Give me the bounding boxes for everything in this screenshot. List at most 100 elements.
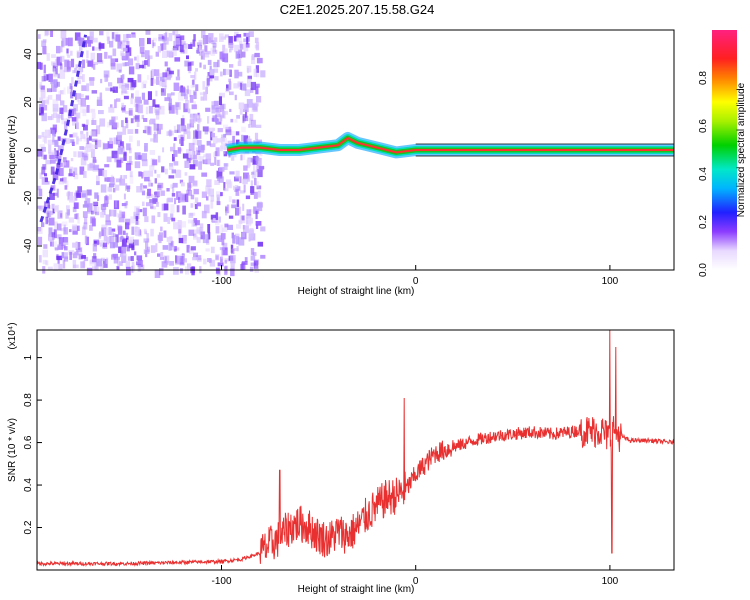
spectrogram-cell (109, 209, 114, 217)
spectrogram-cell (191, 220, 194, 227)
spectrogram-cell (229, 108, 232, 112)
spectrogram-cell (206, 179, 212, 187)
spectrogram-cell (235, 233, 240, 239)
spectrogram-cell (216, 194, 220, 203)
spectrogram-cell (255, 65, 259, 73)
spectrogram-cell (226, 183, 232, 188)
spectrogram-x-label: Height of straight line (km) (298, 286, 415, 297)
spectrogram-cell (225, 209, 228, 216)
spectrogram-cell (131, 80, 137, 88)
spectrogram-cell (169, 163, 173, 167)
spectrogram-cell (136, 255, 143, 261)
spectrogram-cell (103, 70, 110, 78)
spectrogram-cell (53, 263, 58, 271)
spectrogram-cell (234, 94, 237, 101)
spectrogram-cell (214, 180, 220, 185)
spectrogram-cell (173, 246, 177, 251)
spectrogram-cell (210, 47, 215, 56)
spectrogram-cell (236, 206, 242, 215)
spectrogram-cell (151, 39, 154, 49)
spectrogram-cell (71, 139, 75, 146)
y-tick-label: 40 (23, 48, 34, 60)
spectrogram-cell (223, 163, 229, 167)
spectrogram-cell (162, 50, 168, 58)
spectrogram-cell (53, 192, 58, 196)
spectrogram-cell (84, 198, 91, 207)
spectrogram-cell (188, 44, 193, 49)
spectrogram-cell (177, 92, 184, 101)
spectrogram-cell (39, 172, 43, 180)
spectrogram-cell (107, 141, 113, 148)
spectrogram-cell (238, 71, 243, 77)
spectrogram-cell (196, 202, 201, 207)
spectrogram-cell (116, 266, 120, 271)
spectrogram-cell (127, 77, 134, 83)
spectrogram-cell (69, 134, 74, 138)
spectrogram-cell (77, 36, 82, 44)
spectrogram-cell (119, 261, 123, 266)
spectrogram-cell (250, 248, 255, 255)
spectrogram-cell (136, 55, 140, 63)
spectrogram-cell (125, 117, 128, 123)
spectrogram-cell (255, 83, 260, 88)
spectrogram-cell (44, 205, 50, 215)
spectrogram-cell (92, 37, 98, 43)
spectrogram-cell (82, 153, 89, 160)
spectrogram-cell (67, 37, 73, 47)
spectrogram-cell (77, 75, 83, 80)
spectrogram-cell (63, 160, 70, 168)
spectrogram-cell (214, 76, 219, 81)
spectrogram-cell (127, 239, 133, 244)
spectrogram-cell (52, 133, 55, 143)
spectrogram-cell (220, 233, 226, 240)
spectrogram-cell (213, 100, 219, 106)
spectrogram-cell (164, 97, 171, 102)
spectrogram-cell (103, 242, 107, 248)
spectrogram-cell (188, 142, 195, 151)
spectrogram-cell (109, 242, 115, 249)
spectrogram-cell (147, 59, 150, 67)
spectrogram-cell (168, 103, 172, 111)
spectrogram-cell (128, 155, 132, 165)
spectrogram-cell (127, 129, 134, 134)
spectrogram-cell (67, 209, 70, 216)
spectrogram-cell (137, 209, 143, 213)
spectrogram-cell (89, 225, 93, 231)
spectrogram-cell (87, 60, 93, 67)
spectrogram-cell (215, 106, 220, 113)
spectrogram-cell (153, 107, 160, 114)
spectrogram-cell (88, 77, 95, 81)
spectrogram-cell (170, 240, 175, 247)
spectrogram-cell (41, 166, 46, 175)
spectrogram-cell (62, 259, 66, 269)
spectrogram-cell (43, 74, 49, 81)
spectrogram-cell (127, 185, 130, 192)
spectrogram-cell (76, 52, 81, 58)
spectrogram-cell (66, 48, 69, 54)
spectrogram-cell (237, 61, 242, 67)
spectrogram-cell (93, 201, 99, 207)
spectrogram-cell (150, 78, 154, 86)
x-tick-label: -100 (211, 576, 231, 587)
spectrogram-cell (235, 131, 240, 136)
spectrogram-cell (254, 132, 259, 141)
spectrogram-cell (184, 93, 188, 100)
spectrogram-cell (117, 226, 123, 235)
spectrogram-cell (257, 241, 264, 247)
spectrogram-cell (144, 60, 148, 66)
spectrogram-cell (112, 86, 118, 93)
spectrogram-cell (90, 216, 96, 224)
spectrogram-cell (140, 186, 144, 192)
spectrogram-cell (215, 218, 220, 226)
spectrogram-cell (181, 125, 187, 132)
spectrogram-cell (158, 106, 162, 110)
spectrogram-cell (109, 137, 113, 144)
spectrogram-cell (55, 65, 58, 75)
spectrogram-cell (93, 205, 97, 214)
spectrogram-cell (233, 35, 237, 42)
spectrogram-cell (117, 131, 123, 136)
spectrogram-cell (146, 75, 150, 80)
spectrogram-cell (192, 180, 198, 187)
spectrogram-cell (164, 61, 168, 67)
spectrogram-cell (247, 158, 251, 167)
